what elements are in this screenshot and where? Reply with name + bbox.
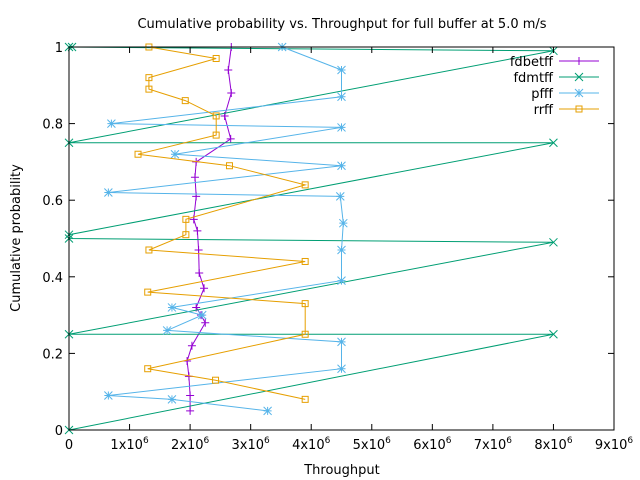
- data-point-pfff: [337, 123, 346, 132]
- x-tick-label: 9x106: [595, 436, 634, 453]
- data-point-rrff: [181, 97, 189, 105]
- x-tick-label: 8x106: [534, 436, 573, 453]
- data-point-pfff: [167, 395, 177, 404]
- data-point-rrff: [182, 231, 190, 239]
- data-point-fdbetff: [224, 65, 233, 74]
- legend-marker: [575, 105, 583, 113]
- chart-title: Cumulative probability vs. Throughput fo…: [137, 17, 546, 32]
- data-point-fdmtff: [549, 237, 558, 247]
- data-point-rrff: [145, 74, 153, 82]
- series-pfff: [104, 42, 348, 416]
- data-point-rrff: [145, 246, 153, 254]
- data-point-rrff: [212, 376, 220, 384]
- y-tick-label: 0.2: [42, 347, 63, 362]
- data-point-fdbetff: [186, 391, 195, 400]
- legend-marker: [574, 88, 584, 98]
- y-tick-label: 1: [55, 41, 63, 56]
- data-point-pfff: [337, 276, 346, 285]
- x-tick-label: 4x106: [292, 436, 331, 453]
- legend-label: fdmtff: [513, 71, 554, 86]
- x-tick-label: 0: [65, 438, 73, 453]
- data-point-pfff: [337, 92, 346, 102]
- data-point-pfff: [337, 161, 346, 171]
- data-point-fdbetff: [227, 88, 236, 97]
- legend-label: fdbetff: [510, 55, 554, 70]
- data-point-pfff: [337, 364, 346, 374]
- data-point-fdbetff: [226, 134, 235, 143]
- data-point-fdbetff: [200, 284, 209, 293]
- x-tick-label: 6x106: [413, 436, 452, 453]
- series-rrff: [134, 43, 309, 403]
- x-tick-label: 7x106: [474, 436, 513, 453]
- data-point-pfff: [337, 245, 346, 255]
- data-point-pfff: [337, 337, 346, 347]
- data-point-rrff: [301, 395, 309, 403]
- axes: 0 1x106 2x106 3x106 4x106 5x106 6x106 7x106 8x10…: [42, 41, 633, 453]
- y-tick-label: 0.4: [42, 271, 63, 286]
- x-tick-label: 3x106: [232, 436, 271, 453]
- y-tick-label: 0.6: [42, 194, 63, 209]
- data-point-rrff: [144, 288, 152, 296]
- data-point-rrff: [182, 215, 190, 223]
- data-point-fdbetff: [195, 268, 204, 277]
- legend-marker: [574, 72, 584, 82]
- data-point-rrff: [212, 131, 220, 139]
- data-point-pfff: [167, 303, 177, 312]
- data-point-pfff: [338, 218, 348, 228]
- data-point-fdmtff: [549, 138, 558, 148]
- data-point-rrff: [301, 257, 309, 265]
- data-point-fdbetff: [194, 245, 203, 254]
- series-line-pfff: [108, 46, 344, 412]
- y-tick-label: 0.8: [42, 118, 63, 133]
- data-point-rrff: [134, 150, 142, 158]
- data-point-fdmtff: [549, 329, 558, 339]
- data-point-rrff: [144, 365, 152, 373]
- series-fdmtff: [64, 42, 558, 435]
- data-point-pfff: [104, 391, 113, 400]
- x-axis-title: Throughput: [303, 463, 380, 478]
- y-axis-title: Cumulative probability: [9, 164, 24, 312]
- x-tick-label: 1x106: [110, 436, 149, 453]
- data-point-pfff: [337, 65, 346, 75]
- legend-entry-rrff: rrff: [534, 103, 599, 118]
- data-point-rrff: [301, 330, 309, 338]
- data-point-fdbetff: [193, 226, 202, 235]
- data-point-fdbetff: [190, 173, 199, 182]
- plot-area: [64, 42, 558, 435]
- data-point-pfff: [197, 310, 207, 320]
- legend-label: pfff: [531, 87, 553, 102]
- data-point-rrff: [225, 162, 233, 170]
- series-line-rrff: [137, 46, 308, 400]
- data-point-pfff: [335, 192, 345, 201]
- legend-label: rrff: [534, 103, 554, 118]
- data-point-rrff: [301, 300, 309, 308]
- y-tick-label: 0: [55, 424, 63, 439]
- legend-marker: [575, 57, 583, 65]
- data-point-pfff: [107, 119, 116, 128]
- plot-frame: [68, 46, 615, 431]
- data-point-pfff: [263, 406, 272, 416]
- series-line-fdbetff: [186, 46, 232, 411]
- x-tick-label: 2x106: [171, 436, 210, 453]
- data-point-rrff: [301, 181, 309, 189]
- data-point-fdbetff: [201, 318, 210, 327]
- data-point-fdbetff: [186, 406, 195, 415]
- legend-entry-fdbetff: fdbetff: [510, 55, 599, 70]
- data-point-pfff: [104, 188, 113, 197]
- data-point-rrff: [145, 85, 153, 93]
- data-point-pfff: [170, 149, 180, 159]
- data-point-rrff: [212, 54, 220, 62]
- data-point-rrff: [212, 112, 220, 120]
- x-tick-label: 5x106: [353, 436, 392, 453]
- legend-entry-fdmtff: fdmtff: [513, 71, 599, 86]
- data-point-fdbetff: [187, 341, 196, 350]
- data-point-pfff: [162, 326, 172, 335]
- legend-entry-pfff: pfff: [531, 87, 599, 102]
